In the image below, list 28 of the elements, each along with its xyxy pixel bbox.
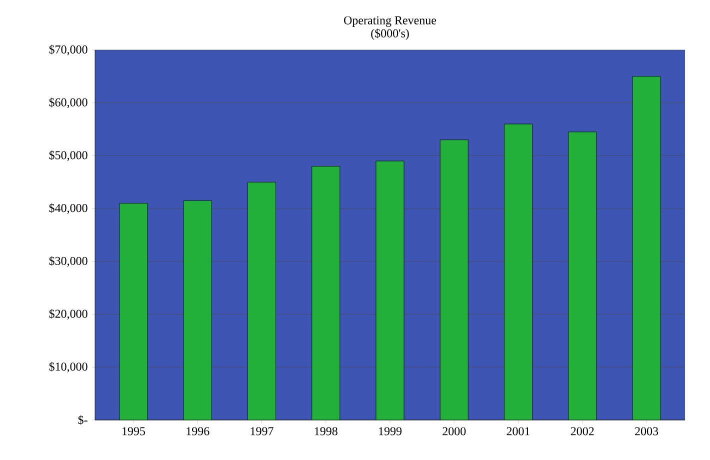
bar <box>632 76 661 420</box>
bar <box>376 161 404 420</box>
x-tick-label: 1998 <box>314 427 338 436</box>
x-tick-label: 1996 <box>186 427 210 436</box>
x-tick-label: 2003 <box>635 427 658 436</box>
bar <box>568 132 596 420</box>
x-tick-label: 2002 <box>570 427 594 436</box>
x-tick-label: 1997 <box>250 427 274 436</box>
y-tick-label: $20,000 <box>49 309 88 320</box>
bar <box>119 203 148 420</box>
y-tick-label: $50,000 <box>49 150 88 161</box>
chart-subtitle: ($000's) <box>371 28 409 40</box>
chart-title: Operating Revenue <box>344 16 436 27</box>
y-tick-label: $30,000 <box>49 256 88 267</box>
x-tick-label: 1999 <box>379 427 402 436</box>
y-tick-label: $- <box>78 415 88 425</box>
bar <box>312 166 340 420</box>
x-tick-label: 1995 <box>122 427 146 436</box>
bar <box>184 200 212 420</box>
bar <box>248 182 276 420</box>
bar <box>504 124 532 420</box>
y-tick-label: $60,000 <box>49 98 88 108</box>
y-tick-label: $10,000 <box>49 362 88 372</box>
bar <box>440 140 468 420</box>
x-tick-label: 2000 <box>442 427 466 436</box>
y-tick-label: $70,000 <box>49 44 88 56</box>
x-tick-label: 2001 <box>506 427 530 436</box>
y-tick-label: $40,000 <box>49 203 88 214</box>
